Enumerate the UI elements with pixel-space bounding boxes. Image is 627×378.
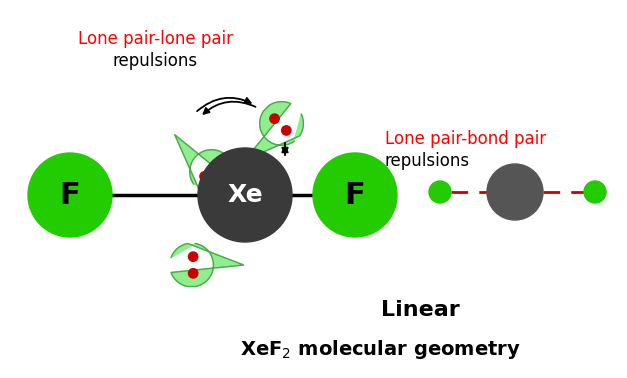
Circle shape [270, 114, 279, 123]
Text: Xe: Xe [227, 183, 263, 207]
Text: Linear: Linear [381, 300, 460, 320]
Text: XeF$_2$ molecular geometry: XeF$_2$ molecular geometry [240, 338, 520, 361]
Text: F: F [60, 181, 80, 209]
Polygon shape [171, 243, 244, 287]
Text: Lone pair-bond pair: Lone pair-bond pair [385, 130, 546, 148]
Circle shape [212, 160, 221, 169]
Polygon shape [245, 102, 303, 160]
Polygon shape [175, 135, 233, 194]
Circle shape [429, 181, 451, 203]
Circle shape [200, 172, 209, 181]
Text: F: F [345, 181, 366, 209]
Circle shape [282, 126, 291, 135]
Circle shape [584, 181, 606, 203]
Circle shape [198, 148, 292, 242]
Circle shape [313, 153, 397, 237]
Circle shape [189, 269, 198, 278]
Text: repulsions: repulsions [385, 152, 470, 170]
Text: repulsions: repulsions [112, 52, 198, 70]
Circle shape [28, 153, 112, 237]
Circle shape [487, 164, 543, 220]
Text: Lone pair-lone pair: Lone pair-lone pair [78, 30, 233, 48]
Circle shape [189, 252, 198, 261]
